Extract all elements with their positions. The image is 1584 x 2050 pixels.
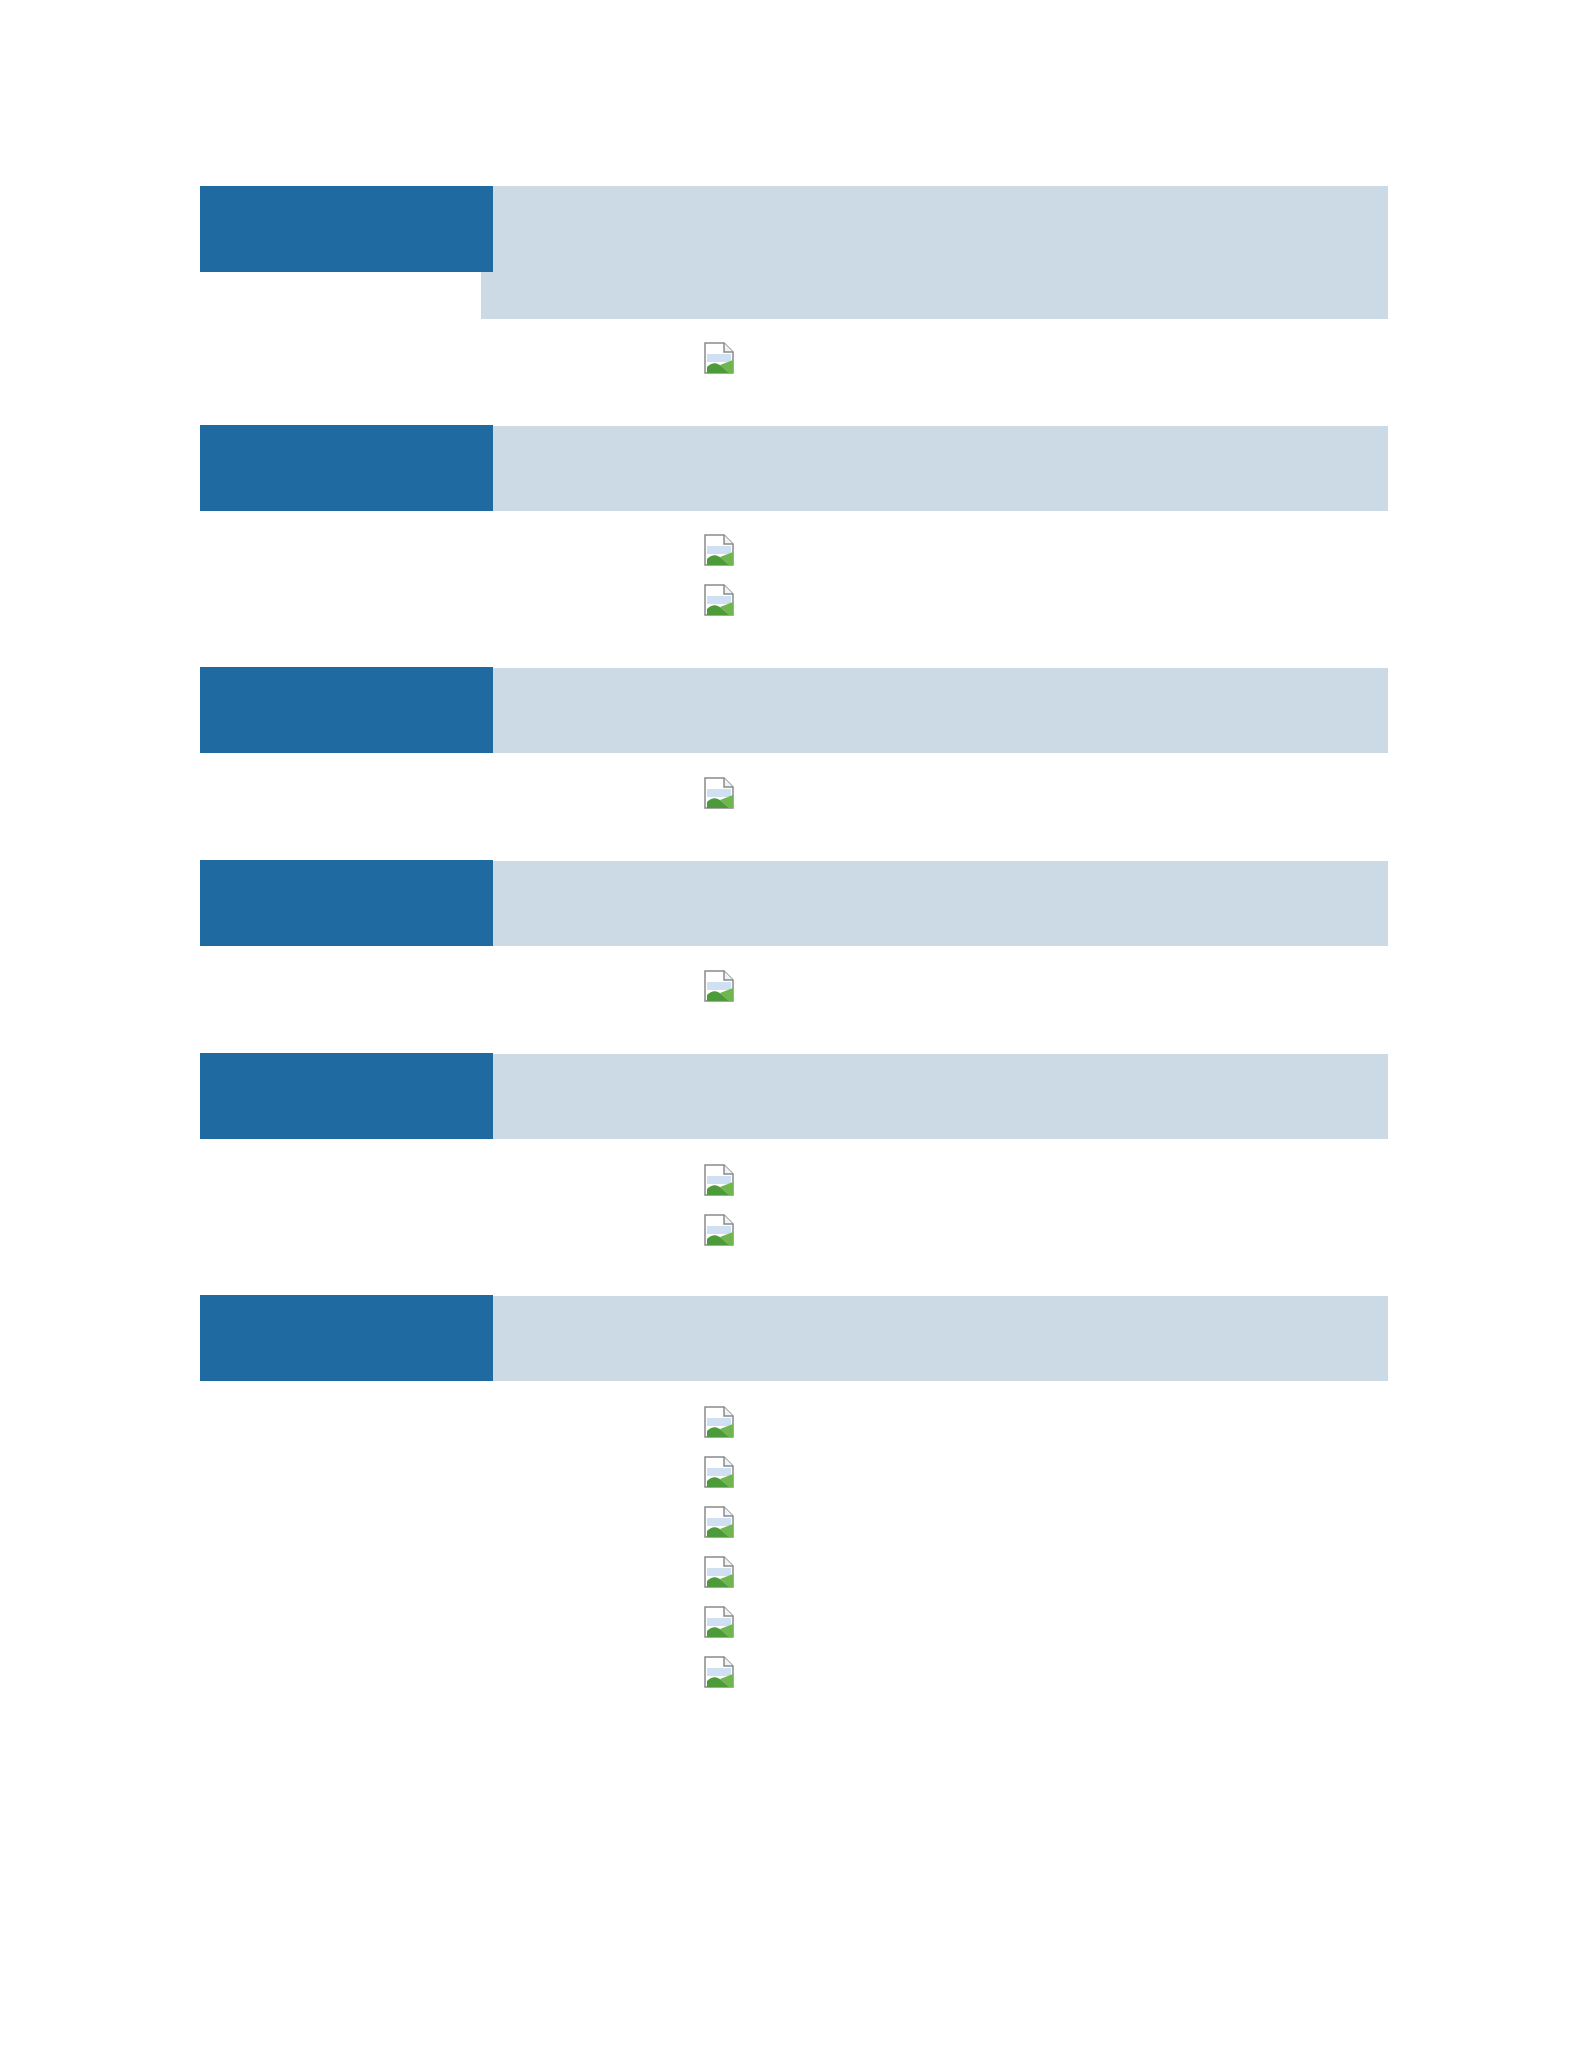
- section-header: [200, 186, 1388, 319]
- section-header: [200, 1053, 1388, 1139]
- broken-image-icon: [702, 1605, 736, 1639]
- image-list: [702, 533, 742, 633]
- section-header-tab: [200, 186, 493, 272]
- broken-image-icon: [702, 1655, 736, 1689]
- broken-image-icon: [702, 1555, 736, 1589]
- broken-image-icon: [702, 969, 736, 1003]
- section-header: [200, 1295, 1388, 1381]
- section-header-tab: [200, 1053, 493, 1139]
- section-header: [200, 425, 1388, 511]
- broken-image-icon: [702, 1455, 736, 1489]
- broken-image-icon: [702, 1213, 736, 1247]
- section-header-tab: [200, 860, 493, 946]
- section-header-bar: [493, 668, 1388, 753]
- section-header: [200, 667, 1388, 753]
- broken-image-icon: [702, 341, 736, 375]
- image-list: [702, 1163, 742, 1263]
- section-header-bar: [493, 861, 1388, 946]
- section-header-bar: [493, 1296, 1388, 1381]
- section-header-tab: [200, 667, 493, 753]
- section-header-bar: [493, 426, 1388, 511]
- section-header-bar: [481, 186, 1388, 319]
- broken-image-icon: [702, 533, 736, 567]
- broken-image-icon: [702, 1505, 736, 1539]
- section-header: [200, 860, 1388, 946]
- broken-image-icon: [702, 583, 736, 617]
- image-list: [702, 776, 742, 826]
- section-header-tab: [200, 1295, 493, 1381]
- image-list: [702, 969, 742, 1019]
- broken-image-icon: [702, 1163, 736, 1197]
- broken-image-icon: [702, 1405, 736, 1439]
- broken-image-icon: [702, 776, 736, 810]
- image-list: [702, 341, 742, 391]
- section-header-bar: [493, 1054, 1388, 1139]
- image-list: [702, 1405, 742, 1705]
- section-header-tab: [200, 425, 493, 511]
